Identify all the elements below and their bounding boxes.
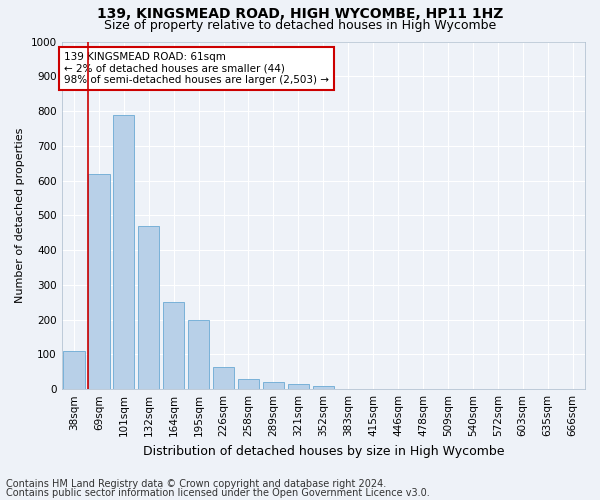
- Text: Size of property relative to detached houses in High Wycombe: Size of property relative to detached ho…: [104, 19, 496, 32]
- Bar: [163, 302, 184, 389]
- Bar: [288, 384, 309, 389]
- Text: 139 KINGSMEAD ROAD: 61sqm
← 2% of detached houses are smaller (44)
98% of semi-d: 139 KINGSMEAD ROAD: 61sqm ← 2% of detach…: [64, 52, 329, 85]
- X-axis label: Distribution of detached houses by size in High Wycombe: Distribution of detached houses by size …: [143, 444, 504, 458]
- Bar: [188, 320, 209, 389]
- Bar: [263, 382, 284, 389]
- Bar: [138, 226, 160, 389]
- Bar: [213, 366, 234, 389]
- Y-axis label: Number of detached properties: Number of detached properties: [15, 128, 25, 303]
- Bar: [238, 380, 259, 389]
- Text: Contains public sector information licensed under the Open Government Licence v3: Contains public sector information licen…: [6, 488, 430, 498]
- Bar: [313, 386, 334, 389]
- Bar: [64, 351, 85, 389]
- Bar: [88, 174, 110, 389]
- Text: 139, KINGSMEAD ROAD, HIGH WYCOMBE, HP11 1HZ: 139, KINGSMEAD ROAD, HIGH WYCOMBE, HP11 …: [97, 8, 503, 22]
- Text: Contains HM Land Registry data © Crown copyright and database right 2024.: Contains HM Land Registry data © Crown c…: [6, 479, 386, 489]
- Bar: [113, 114, 134, 389]
